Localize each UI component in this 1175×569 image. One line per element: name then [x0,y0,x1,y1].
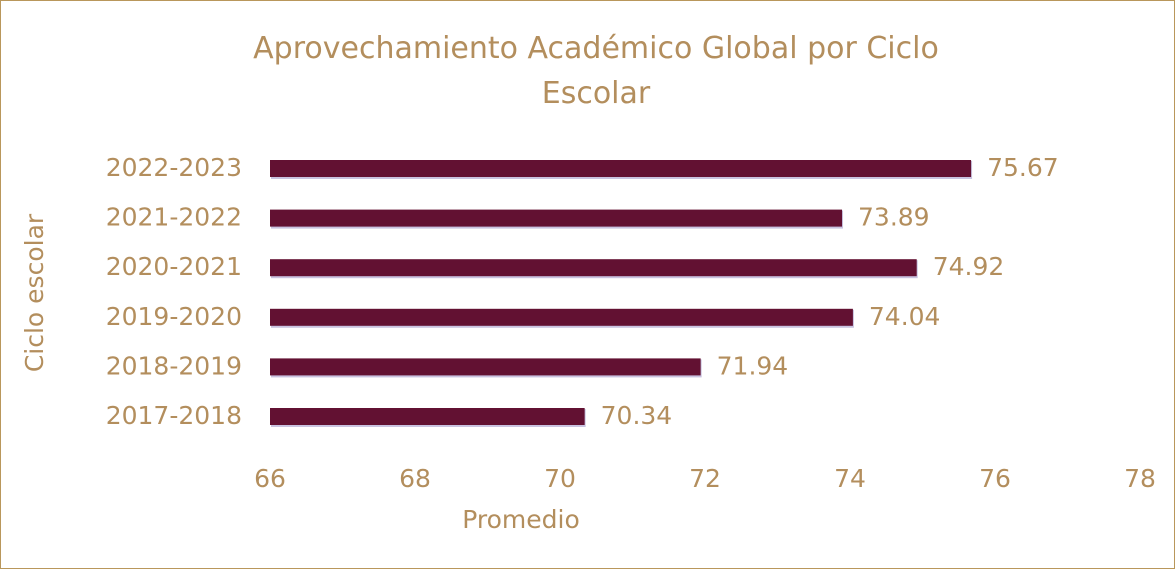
bar [270,408,585,425]
y-axis-title: Ciclo escolar [20,213,49,372]
x-tick-label: 72 [689,464,721,493]
bar [270,259,917,277]
y-tick-label: 2020-2021 [106,252,242,281]
y-tick-label: 2019-2020 [106,302,242,331]
data-label: 74.04 [869,302,941,331]
bar [270,160,972,177]
x-tick-label: 68 [399,464,431,493]
x-tick-label: 74 [834,464,866,493]
data-label: 71.94 [717,351,789,380]
data-label: 75.67 [987,153,1059,182]
bar [270,209,843,227]
y-tick-label: 2017-2018 [106,401,242,430]
data-label: 70.34 [601,401,673,430]
bar [270,308,853,326]
x-tick-label: 78 [1124,464,1156,493]
y-tick-label: 2022-2023 [106,153,242,182]
data-label: 73.89 [858,203,930,232]
data-label: 74.92 [933,252,1005,281]
y-tick-label: 2021-2022 [106,203,242,232]
x-axis-title: Promedio [462,505,580,534]
x-tick-label: 70 [544,464,576,493]
x-tick-label: 76 [979,464,1011,493]
chart-title: Aprovechamiento Académico Global por Cic… [253,31,939,111]
y-tick-label: 2018-2019 [106,351,242,380]
x-tick-label: 66 [254,464,286,493]
bar [270,358,701,376]
